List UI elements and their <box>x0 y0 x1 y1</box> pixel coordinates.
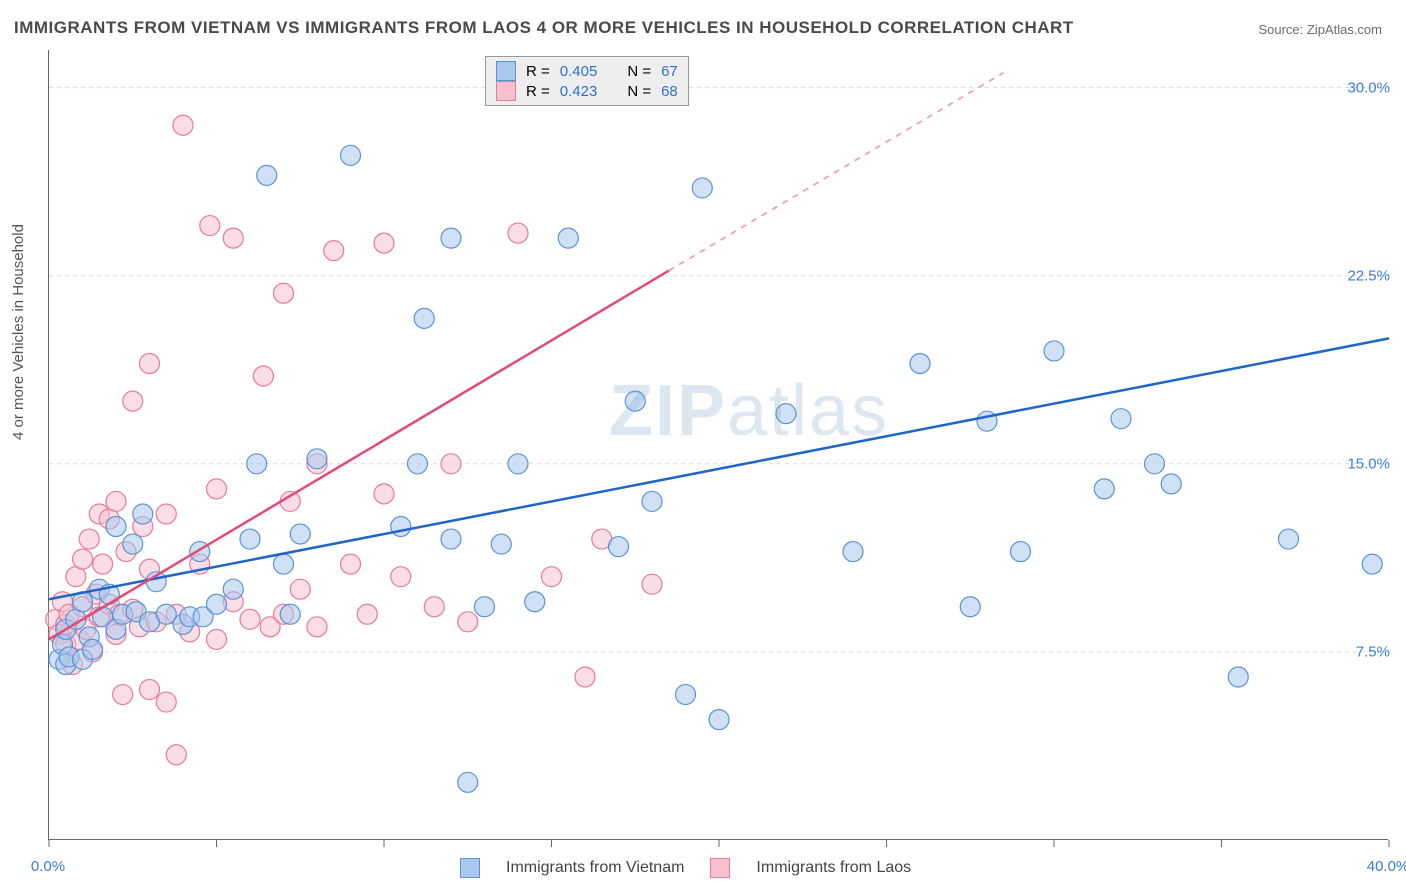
plot-area: ZIPatlas <box>48 50 1388 840</box>
y-axis-label: 4 or more Vehicles in Household <box>10 224 27 440</box>
n-label: N = <box>627 63 651 80</box>
legend-swatch-laos <box>496 81 516 101</box>
r-label: R = <box>526 63 550 80</box>
legend-swatch-laos <box>710 858 730 878</box>
y-tick-label: 22.5% <box>1347 267 1390 284</box>
n-label: N = <box>627 83 651 100</box>
legend-label-vietnam: Immigrants from Vietnam <box>506 859 684 877</box>
r-value-laos: 0.423 <box>560 83 598 100</box>
source-name: ZipAtlas.com <box>1307 22 1382 37</box>
r-value-vietnam: 0.405 <box>560 63 598 80</box>
legend-swatch-vietnam <box>496 61 516 81</box>
source-prefix: Source: <box>1258 22 1306 37</box>
legend-label-laos: Immigrants from Laos <box>756 859 911 877</box>
y-tick-label: 15.0% <box>1347 455 1390 472</box>
series-legend: Immigrants from Vietnam Immigrants from … <box>460 858 911 878</box>
legend-swatch-vietnam <box>460 858 480 878</box>
chart-title: IMMIGRANTS FROM VIETNAM VS IMMIGRANTS FR… <box>14 18 1074 38</box>
y-tick-label: 30.0% <box>1347 79 1390 96</box>
x-tick-label: 0.0% <box>31 858 65 875</box>
n-value-laos: 68 <box>661 83 678 100</box>
legend-row-laos: R = 0.423 N = 68 <box>496 81 678 101</box>
legend-row-vietnam: R = 0.405 N = 67 <box>496 61 678 81</box>
source-attribution: Source: ZipAtlas.com <box>1258 22 1382 37</box>
y-tick-label: 7.5% <box>1356 643 1390 660</box>
r-label: R = <box>526 83 550 100</box>
n-value-vietnam: 67 <box>661 63 678 80</box>
plot-svg <box>49 50 1389 840</box>
x-tick-label: 40.0% <box>1367 858 1406 875</box>
correlation-legend: R = 0.405 N = 67 R = 0.423 N = 68 <box>485 56 689 106</box>
